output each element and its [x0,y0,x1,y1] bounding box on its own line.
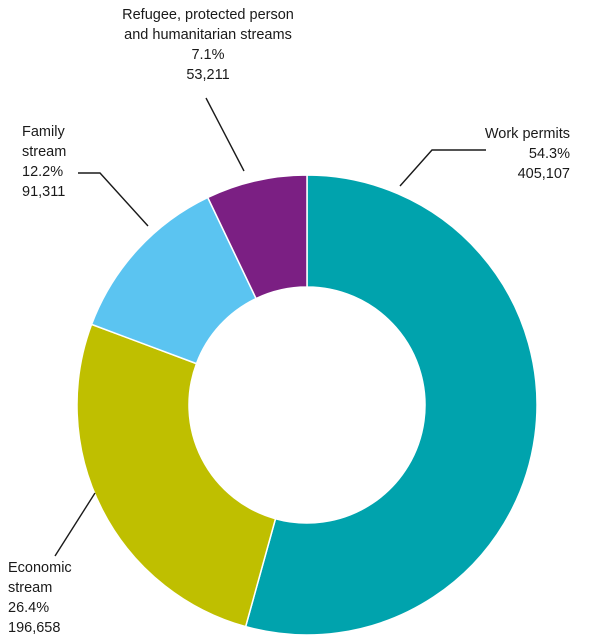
label-family-count: 91,311 [22,184,66,200]
leader-line-work-permits [399,149,486,187]
slice-work-permits [244,174,538,636]
label-family: Family stream 12.2% 91,311 [22,122,112,202]
leader-lines [54,97,486,557]
label-economic: Economic stream 26.4% 196,658 [8,558,108,638]
label-work-name: Work permits [484,126,570,142]
label-refugee-percent: 7.1% [191,47,225,63]
label-economic-name-2: stream [8,580,53,596]
label-refugee: Refugee, protected person and humanitari… [90,5,326,85]
label-work-percent: 54.3% [528,146,570,162]
slice-refugee-streams [206,174,308,300]
label-work: Work permits 54.3% 405,107 [450,124,570,184]
label-family-percent: 12.2% [22,164,64,180]
leader-line-family [78,172,149,227]
label-family-name-1: Family [22,124,65,140]
label-refugee-count: 53,211 [186,67,230,83]
leader-line-economic [54,492,96,557]
donut-slices [76,174,538,636]
leader-line-refugee [205,97,245,172]
label-refugee-name-2: and humanitarian streams [124,27,292,43]
label-family-name-2: stream [22,144,67,160]
label-economic-name-1: Economic [8,560,72,576]
label-economic-count: 196,658 [8,620,61,636]
label-work-count: 405,107 [517,166,570,182]
label-refugee-name-1: Refugee, protected person [122,7,294,23]
slice-economic-stream [76,323,277,628]
label-economic-percent: 26.4% [8,600,50,616]
